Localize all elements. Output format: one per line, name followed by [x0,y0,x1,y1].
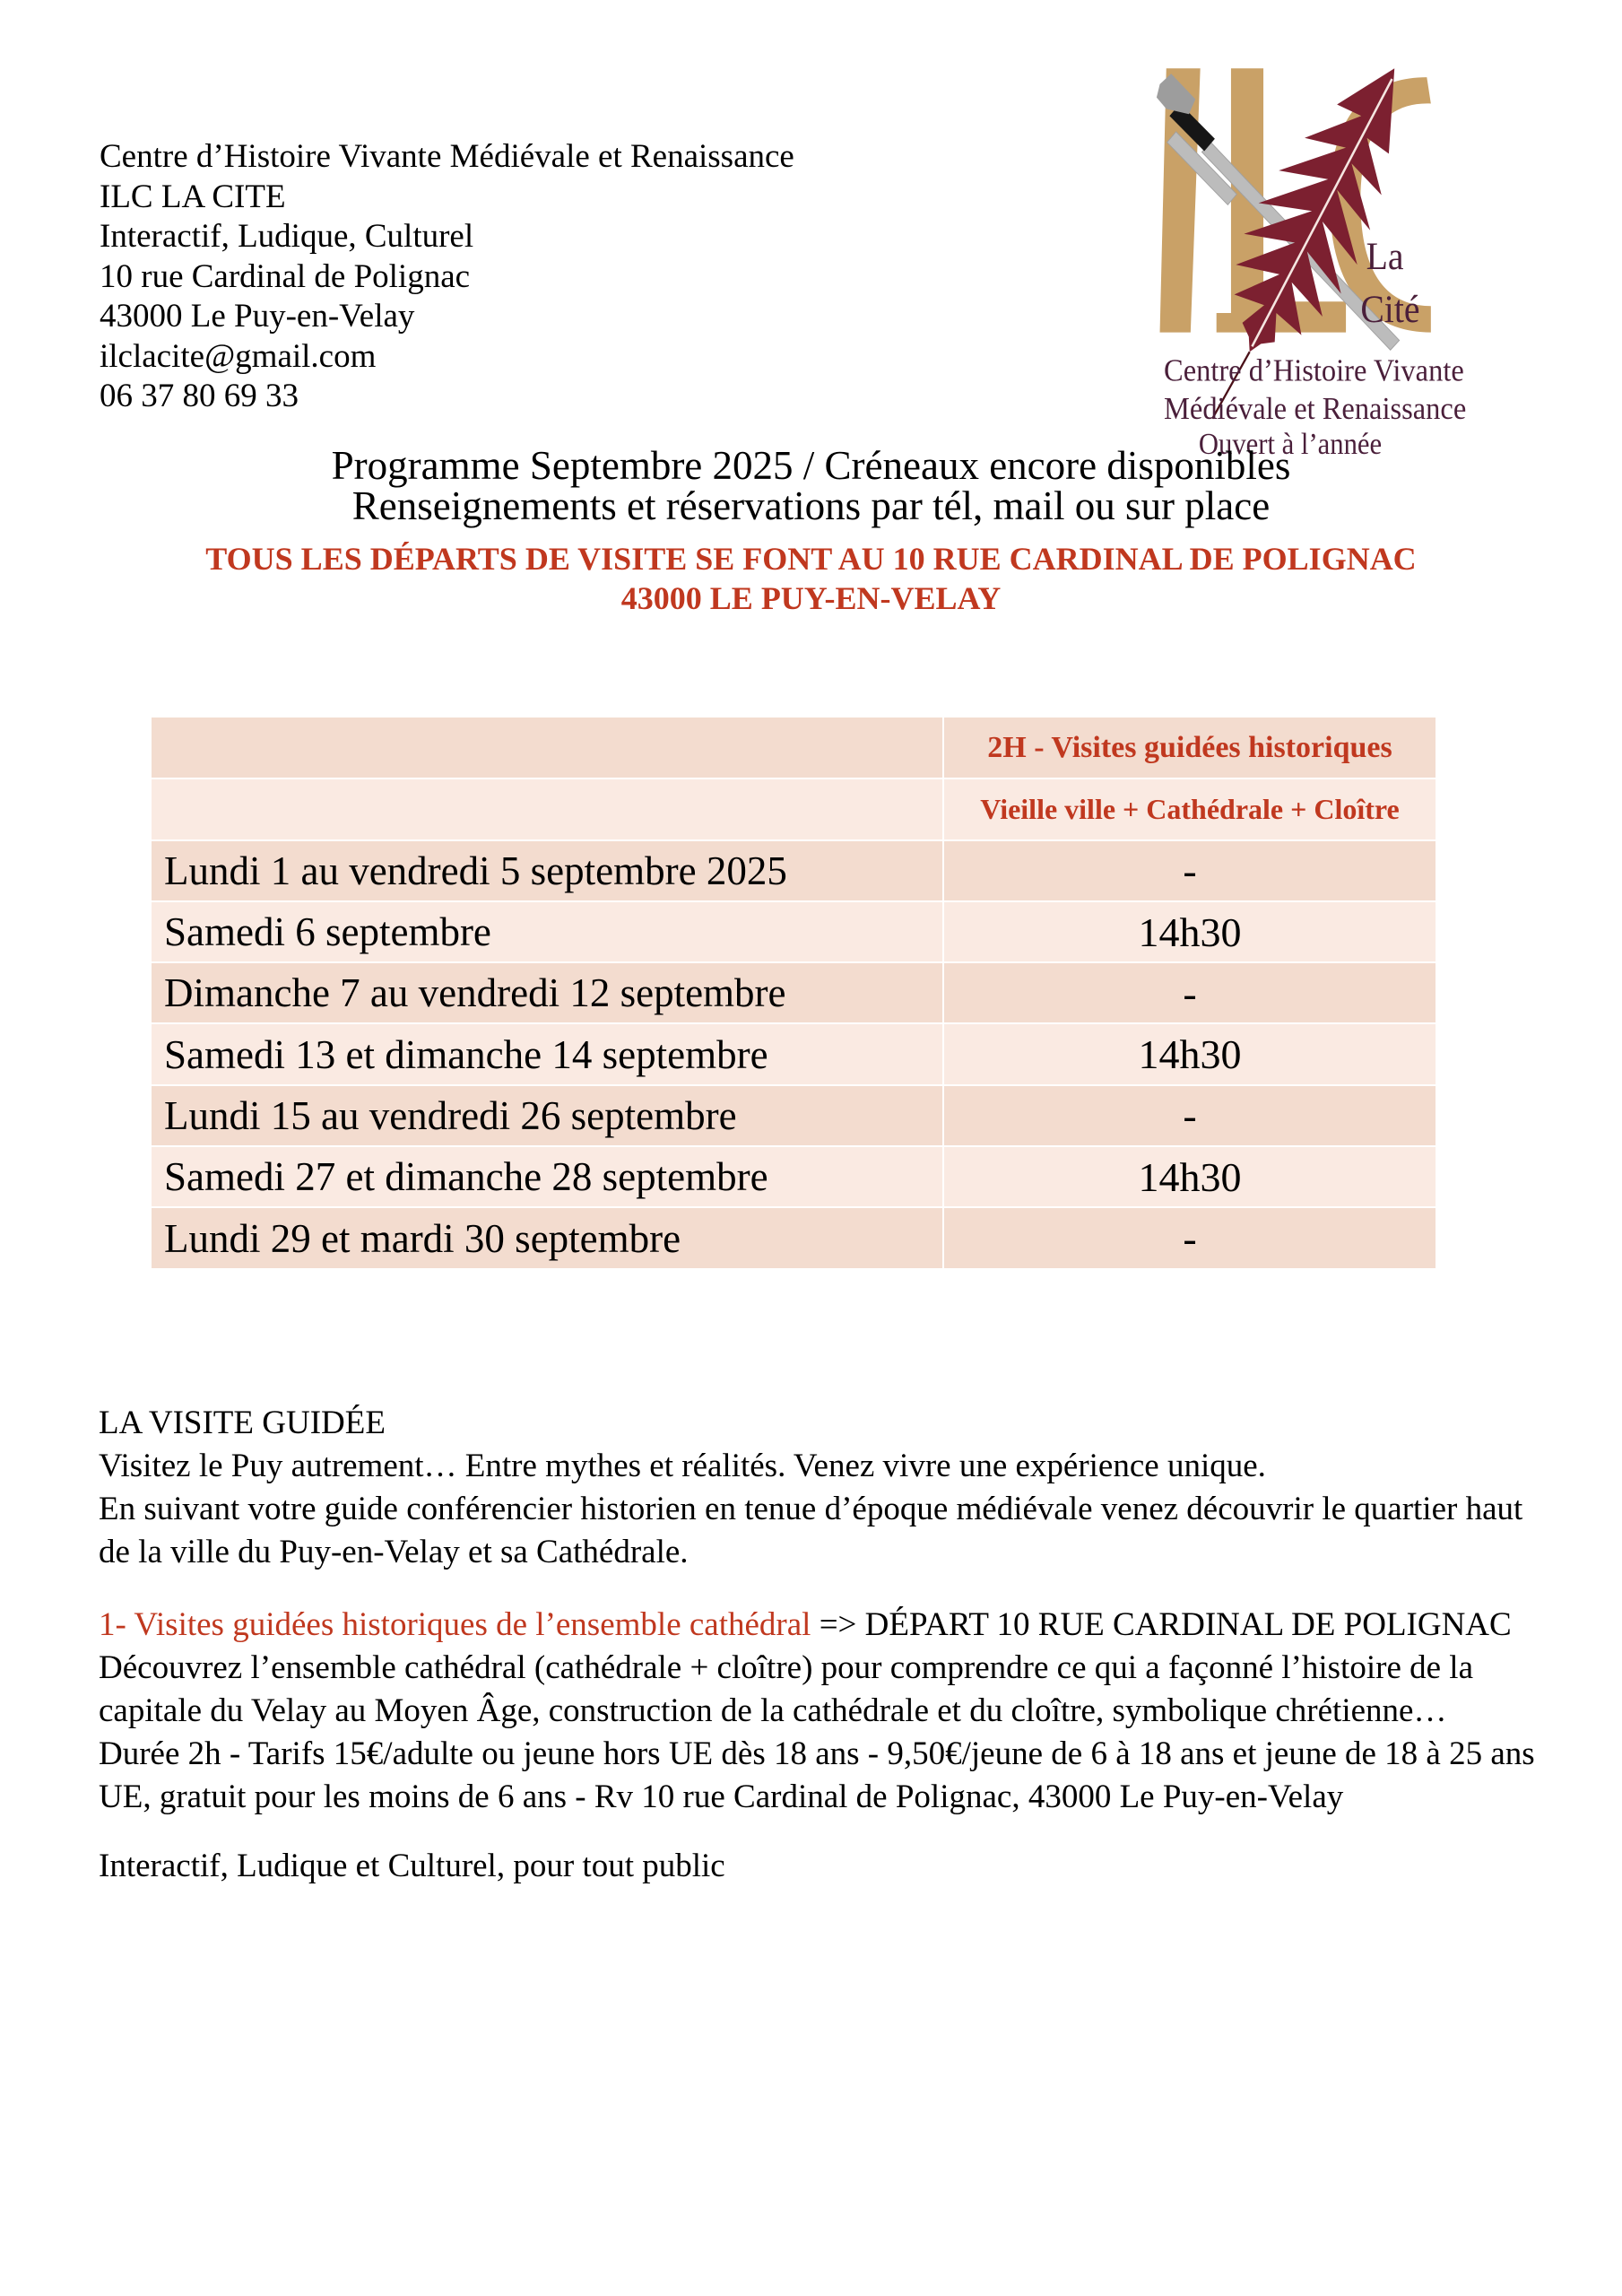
svg-text:Médiévale et Renaissance: Médiévale et Renaissance [1164,392,1466,427]
svg-text:Centre d’Histoire Vivante: Centre d’Histoire Vivante [1164,353,1464,388]
svg-text:La: La [1366,234,1404,277]
svg-text:Cité: Cité [1360,287,1419,330]
